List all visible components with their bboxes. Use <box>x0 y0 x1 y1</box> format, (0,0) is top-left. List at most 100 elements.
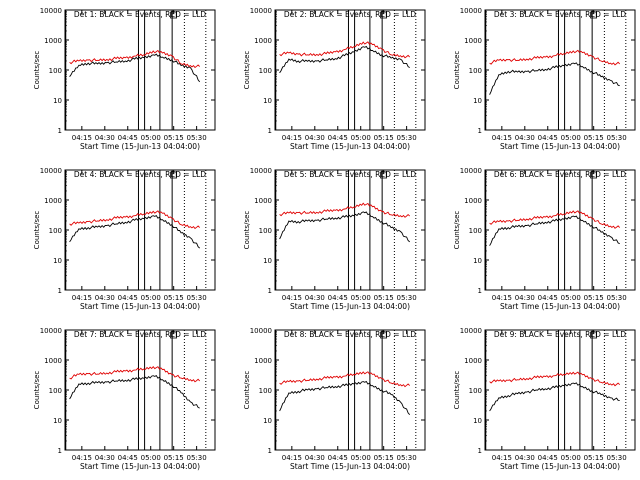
y-tick-label: 1000 <box>464 357 482 365</box>
x-axis-label: Start Time (15-Jun-13 04:04:00) <box>80 142 200 151</box>
y-tick-label: 10 <box>263 97 272 105</box>
chart-title: Det 3: BLACK = Events, RED = LLD <box>494 10 626 19</box>
y-axis-label: Counts/sec <box>243 371 251 410</box>
y-tick-label: 100 <box>259 387 272 395</box>
y-tick-label: 1 <box>58 447 62 455</box>
y-tick-label: 10000 <box>40 167 62 175</box>
x-tick-label: 04:30 <box>515 454 535 462</box>
plot-frame <box>64 169 216 291</box>
y-tick-label: 10 <box>473 257 482 265</box>
x-tick-label: 04:15 <box>492 134 512 142</box>
x-tick-label: 04:15 <box>72 134 92 142</box>
plot-frame <box>274 169 426 291</box>
y-tick-label: 1 <box>268 127 272 135</box>
y-tick-label: 1000 <box>44 197 62 205</box>
x-tick-label: 04:15 <box>282 294 302 302</box>
y-tick-label: 10 <box>263 417 272 425</box>
y-tick-label: 10 <box>473 417 482 425</box>
x-tick-label: 04:30 <box>305 294 325 302</box>
y-tick-label: 10000 <box>460 7 482 15</box>
x-tick-label: 04:45 <box>328 294 348 302</box>
events-line <box>279 211 410 243</box>
y-tick-label: 100 <box>469 387 482 395</box>
y-axis-label: Counts/sec <box>33 51 41 90</box>
y-tick-label: 100 <box>259 67 272 75</box>
y-tick-label: 10000 <box>250 327 272 335</box>
x-axis-label: Start Time (15-Jun-13 04:04:00) <box>290 142 410 151</box>
x-tick-label: 05:30 <box>187 454 207 462</box>
x-axis-label: Start Time (15-Jun-13 04:04:00) <box>80 462 200 471</box>
y-axis-label: Counts/sec <box>453 371 461 410</box>
x-tick-label: 05:30 <box>397 134 417 142</box>
chart-panel-3: Det 3: BLACK = Events, RED = LLD 1 10 100 10… <box>453 7 636 151</box>
y-axis-label: Counts/sec <box>243 211 251 250</box>
y-tick-label: 100 <box>49 67 62 75</box>
x-axis-label: Start Time (15-Jun-13 04:04:00) <box>290 302 410 311</box>
y-tick-label: 10000 <box>250 7 272 15</box>
chart-title: Det 8: BLACK = Events, RED = LLD <box>284 330 416 339</box>
x-tick-label: 04:30 <box>95 134 115 142</box>
x-tick-label: 05:30 <box>187 134 207 142</box>
x-tick-label: 04:30 <box>95 294 115 302</box>
y-tick-label: 1000 <box>44 37 62 45</box>
y-tick-label: 10000 <box>460 167 482 175</box>
events-line <box>489 215 620 246</box>
x-tick-label: 04:45 <box>538 294 558 302</box>
x-tick-label: 05:30 <box>607 294 627 302</box>
marker-box <box>380 171 388 179</box>
y-tick-label: 10 <box>53 257 62 265</box>
events-line <box>69 375 200 409</box>
x-tick-label: 05:00 <box>141 454 161 462</box>
x-tick-label: 05:15 <box>164 294 184 302</box>
y-tick-label: 1 <box>478 287 482 295</box>
chart-panel-9: Det 9: BLACK = Events, RED = LLD 1 10 100 10… <box>453 327 636 471</box>
y-tick-label: 1000 <box>44 357 62 365</box>
x-tick-label: 04:45 <box>538 454 558 462</box>
x-tick-label: 05:00 <box>351 454 371 462</box>
plot-frame <box>484 9 636 131</box>
lld-line <box>69 210 201 230</box>
x-tick-label: 05:15 <box>584 134 604 142</box>
x-tick-label: 04:30 <box>95 454 115 462</box>
x-axis-label: Start Time (15-Jun-13 04:04:00) <box>500 142 620 151</box>
x-tick-label: 05:15 <box>584 454 604 462</box>
lld-line <box>69 365 201 383</box>
x-tick-label: 05:30 <box>397 454 417 462</box>
y-tick-label: 10 <box>53 417 62 425</box>
lld-line <box>489 210 621 229</box>
x-axis-label: Start Time (15-Jun-13 04:04:00) <box>500 302 620 311</box>
x-tick-label: 04:15 <box>72 294 92 302</box>
chart-panel-6: Det 6: BLACK = Events, RED = LLD 1 10 100 10… <box>453 167 636 311</box>
x-tick-label: 05:00 <box>561 454 581 462</box>
y-tick-label: 1 <box>58 127 62 135</box>
events-line <box>489 382 620 412</box>
lld-line <box>69 49 201 69</box>
x-tick-label: 05:30 <box>607 454 627 462</box>
y-axis-label: Counts/sec <box>243 51 251 90</box>
y-axis-label: Counts/sec <box>453 211 461 250</box>
chart-panel-1: Det 1: BLACK = Events, RED = LLD 1 10 100 10… <box>33 7 216 151</box>
x-tick-label: 05:30 <box>187 294 207 302</box>
lld-line <box>489 371 621 387</box>
marker-box <box>590 11 598 19</box>
y-tick-label: 10000 <box>250 167 272 175</box>
y-tick-label: 1000 <box>254 357 272 365</box>
x-axis-label: Start Time (15-Jun-13 04:04:00) <box>80 302 200 311</box>
plot-frame <box>274 9 426 131</box>
x-tick-label: 04:30 <box>515 294 535 302</box>
x-tick-label: 04:30 <box>305 134 325 142</box>
x-tick-label: 04:45 <box>328 454 348 462</box>
x-tick-label: 04:30 <box>305 454 325 462</box>
chart-title: Det 9: BLACK = Events, RED = LLD <box>494 330 626 339</box>
chart-title: Det 7: BLACK = Events, RED = LLD <box>74 330 206 339</box>
x-tick-label: 04:45 <box>538 134 558 142</box>
x-tick-label: 05:15 <box>374 454 394 462</box>
y-tick-label: 100 <box>469 67 482 75</box>
x-tick-label: 04:45 <box>118 454 138 462</box>
y-tick-label: 1000 <box>254 197 272 205</box>
y-axis-label: Counts/sec <box>33 371 41 410</box>
x-axis-label: Start Time (15-Jun-13 04:04:00) <box>500 462 620 471</box>
x-tick-label: 04:30 <box>515 134 535 142</box>
y-tick-label: 1000 <box>254 37 272 45</box>
x-tick-label: 05:30 <box>397 294 417 302</box>
